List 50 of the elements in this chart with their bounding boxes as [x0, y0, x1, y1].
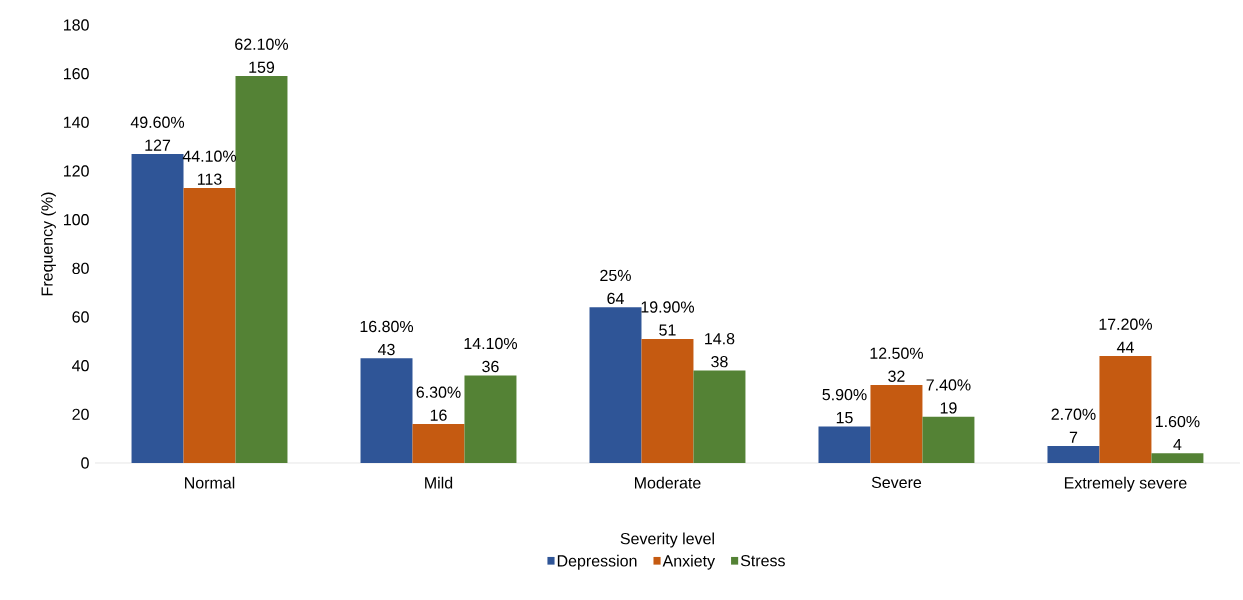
- data-label: 1.60% 4: [1155, 415, 1200, 451]
- y-axis-title: Frequency (%): [41, 192, 56, 296]
- x-tick-label: Mild: [425, 476, 453, 489]
- bar: [1151, 453, 1204, 463]
- bar: [1099, 355, 1152, 463]
- legend-label: Anxiety: [662, 554, 716, 570]
- y-tick-label: 100: [64, 214, 89, 226]
- legend-label: Stress: [740, 555, 785, 567]
- data-label: 17.20% 44: [1099, 318, 1152, 353]
- bar: [360, 358, 413, 463]
- data-label: 16.80% 43: [360, 320, 414, 356]
- data-label: 25% 64: [600, 269, 631, 305]
- data-label: 14.10% 36: [464, 337, 518, 373]
- x-tick-label: Extremely severe: [1064, 476, 1187, 492]
- y-tick-label: 140: [64, 116, 89, 128]
- legend-label: Depression: [557, 554, 637, 570]
- bar: [818, 426, 871, 463]
- data-label: 14.8 38: [705, 333, 735, 368]
- bar: [235, 76, 288, 463]
- y-tick-label: 180: [64, 19, 89, 31]
- bar: [1047, 445, 1100, 463]
- y-tick-label: 40: [72, 360, 89, 372]
- data-label: 6.30% 16: [416, 386, 461, 421]
- y-tick-label: 20: [72, 408, 89, 420]
- data-label: 12.50% 32: [870, 347, 924, 382]
- data-label: 49.60% 127: [130, 116, 185, 151]
- y-tick-label: 0: [81, 457, 89, 469]
- bar: [641, 338, 694, 463]
- data-label: 19.90% 51: [641, 301, 695, 336]
- bar: [693, 370, 746, 463]
- bar: [922, 416, 975, 463]
- x-tick-label: Severe: [871, 476, 922, 489]
- y-tick-label: 80: [72, 262, 89, 274]
- bar: [183, 188, 236, 463]
- bar: [870, 385, 923, 463]
- data-label: 7.40% 19: [926, 379, 971, 414]
- bar: [412, 424, 465, 463]
- x-tick-label: Moderate: [635, 476, 701, 489]
- data-label: 5.90% 15: [822, 388, 867, 424]
- data-label: 44.10% 113: [182, 150, 237, 185]
- x-tick-label: Normal: [185, 476, 235, 489]
- bar: [589, 307, 642, 463]
- y-tick-label: 160: [64, 68, 89, 80]
- data-label: 2.70% 7: [1051, 408, 1096, 443]
- y-tick-label: 120: [64, 165, 89, 177]
- data-label: 62.10% 159: [235, 38, 289, 73]
- bar: [464, 375, 517, 463]
- x-axis-title: Severity level: [620, 532, 714, 548]
- bar: [131, 153, 184, 463]
- y-tick-label: 60: [72, 311, 89, 323]
